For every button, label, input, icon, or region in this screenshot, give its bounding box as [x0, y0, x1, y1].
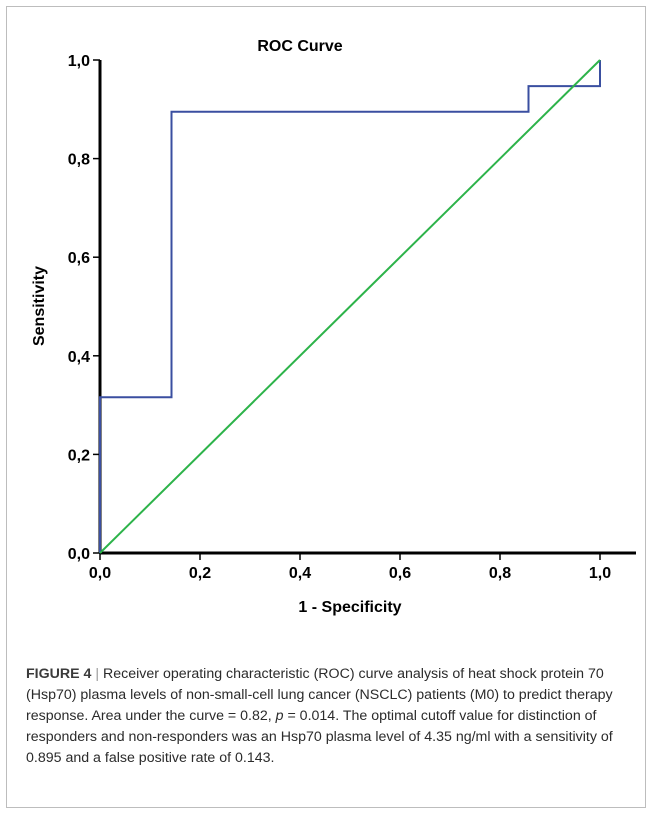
x-tick-label: 1,0 — [589, 565, 611, 582]
caption-text-part1: Receiver operating characteristic (ROC) … — [26, 666, 613, 724]
y-tick-label: 0,2 — [68, 447, 90, 464]
x-tick-label: 0,4 — [289, 565, 311, 582]
roc-curve-line — [99, 60, 601, 553]
caption-text-part2: = 0.014. The optimal cutoff value for di… — [26, 708, 613, 766]
chart-title: ROC Curve — [257, 38, 342, 55]
roc-chart: ROC Curve 0,0 0,2 0,4 0,6 0,8 1,0 0,0 0,2 0,4 0,6… — [31, 38, 636, 616]
x-tick-label: 0,6 — [389, 565, 411, 582]
caption-separator: | — [95, 666, 100, 682]
x-axis-label: 1 - Specificity — [298, 599, 401, 616]
y-tick-label: 1,0 — [68, 53, 90, 70]
figure-frame — [6, 6, 646, 808]
y-tick-label: 0,0 — [68, 546, 90, 563]
x-tick-label: 0,8 — [489, 565, 511, 582]
x-tick-label: 0,0 — [89, 565, 111, 582]
y-tick-label: 0,8 — [68, 152, 90, 169]
axes — [98, 60, 636, 555]
axis-ticks: 0,0 0,2 0,4 0,6 0,8 1,0 0,0 0,2 0,4 0,6 0,8 1,0 — [68, 53, 611, 582]
x-tick-label: 0,2 — [189, 565, 211, 582]
figure-label: FIGURE 4 — [26, 666, 92, 682]
y-tick-label: 0,6 — [68, 250, 90, 267]
reference-diagonal-line — [99, 59, 601, 554]
figure-caption: FIGURE 4 | Receiver operating characteri… — [26, 664, 626, 769]
y-tick-label: 0,4 — [68, 349, 90, 366]
series-layer — [99, 59, 601, 554]
caption-p-symbol: p — [275, 708, 284, 724]
y-axis-label: Sensitivity — [31, 266, 48, 346]
